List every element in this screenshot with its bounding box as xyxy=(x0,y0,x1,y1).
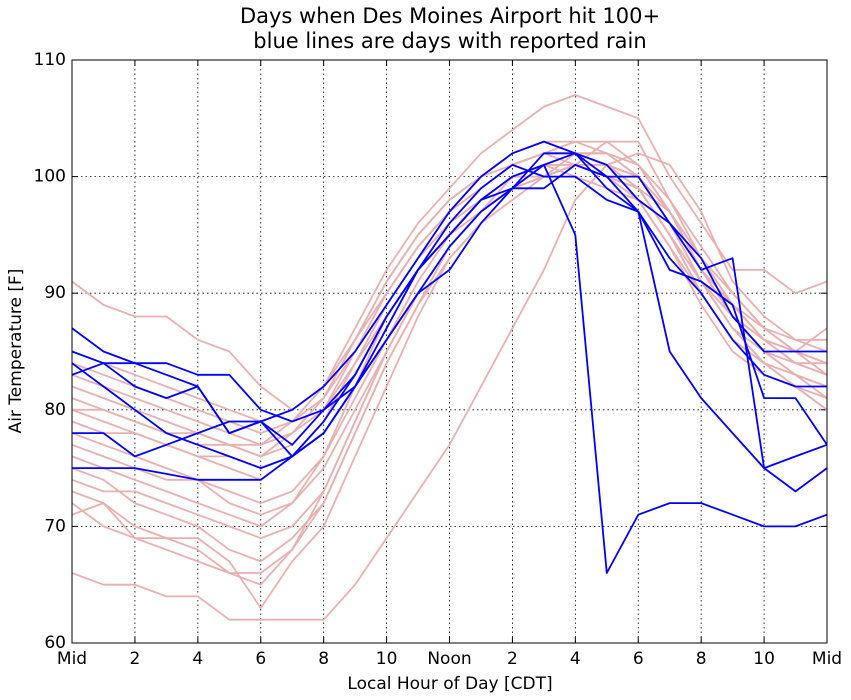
y-tick-label: 80 xyxy=(44,400,66,420)
x-tick-label: 4 xyxy=(192,649,203,669)
x-tick-label: 2 xyxy=(507,649,518,669)
x-tick-label: 10 xyxy=(753,649,775,669)
x-axis-label: Local Hour of Day [CDT] xyxy=(347,674,552,694)
series-line xyxy=(71,152,827,621)
series-line xyxy=(71,164,828,528)
series-line xyxy=(71,94,828,411)
series-line xyxy=(72,164,828,574)
chart-title: Days when Des Moines Airport hit 100+ xyxy=(240,4,660,28)
series-line xyxy=(72,164,827,458)
x-tick-label: Mid xyxy=(57,649,87,669)
plot-frame xyxy=(71,59,828,644)
y-axis-label: Air Temperature [F] xyxy=(6,269,26,434)
x-tick-label: Noon xyxy=(427,649,471,669)
x-tick-label: 4 xyxy=(570,649,581,669)
chart-subtitle: blue lines are days with reported rain xyxy=(253,29,646,53)
x-tick-label: 8 xyxy=(318,649,329,669)
x-tick-label: 10 xyxy=(376,649,398,669)
x-tick-label: 6 xyxy=(633,649,644,669)
y-tick-label: 60 xyxy=(44,633,66,653)
x-tick-label: 6 xyxy=(255,649,266,669)
series-line xyxy=(71,164,828,469)
x-tick-label: 8 xyxy=(696,649,707,669)
series-line xyxy=(71,140,827,434)
series-line xyxy=(71,152,828,493)
x-tick-label: Mid xyxy=(812,649,842,669)
y-tick-label: 100 xyxy=(34,167,66,187)
y-tick-label: 110 xyxy=(34,50,66,70)
x-tick-label: 2 xyxy=(130,649,141,669)
y-tick-label: 70 xyxy=(44,516,66,536)
y-tick-label: 90 xyxy=(44,283,66,303)
